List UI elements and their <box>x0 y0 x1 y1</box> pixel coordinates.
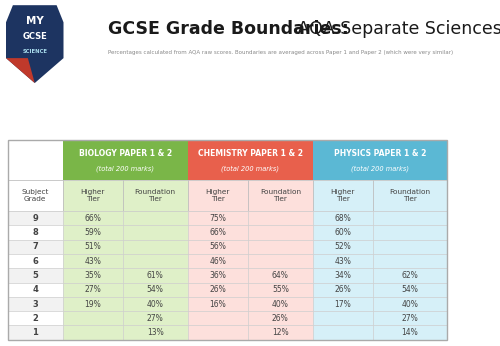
Text: Subject
Grade: Subject Grade <box>22 189 49 202</box>
Text: 66%: 66% <box>84 214 101 223</box>
Text: 27%: 27% <box>84 285 101 294</box>
Text: 55%: 55% <box>272 285 289 294</box>
Text: 56%: 56% <box>210 242 226 251</box>
Text: 35%: 35% <box>84 271 101 280</box>
Text: 26%: 26% <box>272 314 288 323</box>
Text: 36%: 36% <box>210 271 226 280</box>
Text: 40%: 40% <box>402 300 418 309</box>
Text: 19%: 19% <box>84 300 101 309</box>
Text: 14%: 14% <box>402 328 418 337</box>
Text: PHYSICS PAPER 1 & 2: PHYSICS PAPER 1 & 2 <box>334 149 426 158</box>
Text: Foundation
Tier: Foundation Tier <box>260 189 301 202</box>
Text: 66%: 66% <box>210 228 226 237</box>
Text: Higher
Tier: Higher Tier <box>206 189 230 202</box>
Text: 9: 9 <box>32 214 38 223</box>
Text: Higher
Tier: Higher Tier <box>80 189 105 202</box>
Text: 40%: 40% <box>272 300 289 309</box>
Text: 6: 6 <box>32 257 38 266</box>
Text: 62%: 62% <box>402 271 418 280</box>
Text: 27%: 27% <box>147 314 164 323</box>
Text: (total 200 marks): (total 200 marks) <box>222 166 280 173</box>
Text: 40%: 40% <box>147 300 164 309</box>
Text: Higher
Tier: Higher Tier <box>330 189 355 202</box>
Text: Foundation
Tier: Foundation Tier <box>390 189 430 202</box>
Text: GCSE Grade Boundaries:: GCSE Grade Boundaries: <box>108 20 348 38</box>
Text: 51%: 51% <box>84 242 101 251</box>
Text: 64%: 64% <box>272 271 289 280</box>
Polygon shape <box>6 58 35 83</box>
Text: 27%: 27% <box>402 314 418 323</box>
Text: 8: 8 <box>32 228 38 237</box>
Text: 68%: 68% <box>334 214 351 223</box>
Text: AQA Separate Sciences: AQA Separate Sciences <box>292 20 500 38</box>
Text: 12%: 12% <box>272 328 288 337</box>
Text: CHEMISTRY PAPER 1 & 2: CHEMISTRY PAPER 1 & 2 <box>198 149 303 158</box>
Text: 43%: 43% <box>84 257 101 266</box>
Text: (total 200 marks): (total 200 marks) <box>351 166 409 173</box>
Text: Foundation
Tier: Foundation Tier <box>134 189 176 202</box>
Text: 26%: 26% <box>334 285 351 294</box>
Text: 26%: 26% <box>210 285 226 294</box>
Text: BIOLOGY PAPER 1 & 2: BIOLOGY PAPER 1 & 2 <box>78 149 172 158</box>
Text: (total 200 marks): (total 200 marks) <box>96 166 154 173</box>
Text: 5: 5 <box>32 271 38 280</box>
Text: 54%: 54% <box>147 285 164 294</box>
Text: 4: 4 <box>32 285 38 294</box>
Text: 43%: 43% <box>334 257 351 266</box>
Polygon shape <box>6 5 64 83</box>
Text: 52%: 52% <box>334 242 351 251</box>
Text: 7: 7 <box>32 242 38 251</box>
Text: 1: 1 <box>32 328 38 337</box>
Text: 2: 2 <box>32 314 38 323</box>
Text: MY: MY <box>26 16 44 26</box>
Text: 3: 3 <box>32 300 38 309</box>
Text: 75%: 75% <box>210 214 226 223</box>
Text: 54%: 54% <box>402 285 418 294</box>
Text: GCSE: GCSE <box>22 32 47 41</box>
Text: 13%: 13% <box>147 328 164 337</box>
Text: Percentages calculated from AQA raw scores. Boundaries are averaged across Paper: Percentages calculated from AQA raw scor… <box>108 50 453 55</box>
Text: 34%: 34% <box>334 271 351 280</box>
Text: 46%: 46% <box>210 257 226 266</box>
Text: 61%: 61% <box>147 271 164 280</box>
Text: 59%: 59% <box>84 228 101 237</box>
Text: 16%: 16% <box>210 300 226 309</box>
Text: 60%: 60% <box>334 228 351 237</box>
Text: 17%: 17% <box>334 300 351 309</box>
Text: SCIENCE: SCIENCE <box>22 49 47 54</box>
